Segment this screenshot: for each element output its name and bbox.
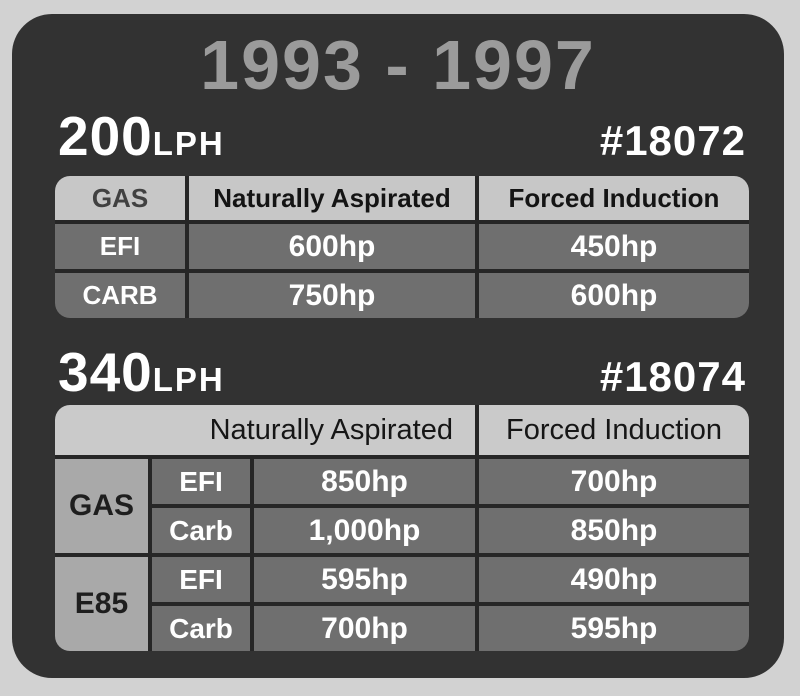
value-e85-carb-na: 700hp [254,606,475,651]
model-number-340: 340 [58,341,153,403]
col-header-naturally-aspirated-340: Naturally Aspirated [55,405,475,455]
col-header-naturally-aspirated: Naturally Aspirated [189,176,475,220]
value-efi-na: 600hp [189,224,475,269]
row-label-carb: CARB [55,273,185,318]
value-efi-fi: 450hp [479,224,749,269]
model-number-200: 200 [58,105,153,167]
value-carb-fi: 600hp [479,273,749,318]
value-gas-carb-na: 1,000hp [254,508,475,553]
spec-table-340: Naturally Aspirated Forced Induction GAS… [55,405,749,651]
model-340: 340LPH [58,340,225,404]
value-gas-carb-fi: 850hp [479,508,749,553]
sub-label-e85-carb: Carb [152,606,250,651]
part-number-18072: #18072 [599,117,746,164]
spec-table-200: GAS Naturally Aspirated Forced Induction… [55,176,749,318]
sub-label-gas-carb: Carb [152,508,250,553]
value-e85-efi-na: 595hp [254,557,475,602]
group-label-e85: E85 [55,557,148,651]
row-label-efi: EFI [55,224,185,269]
col-header-forced-induction-340: Forced Induction [479,405,749,455]
value-gas-efi-na: 850hp [254,459,475,504]
pump-section-200-header: 200LPH #18072 [58,104,746,168]
col-header-forced-induction: Forced Induction [479,176,749,220]
value-e85-efi-fi: 490hp [479,557,749,602]
model-unit-200: LPH [152,125,225,162]
sub-label-gas-efi: EFI [152,459,250,504]
value-carb-na: 750hp [189,273,475,318]
value-e85-carb-fi: 595hp [479,606,749,651]
pump-section-340-header: 340LPH #18074 [58,340,746,404]
sub-label-e85-efi: EFI [152,557,250,602]
col-header-gas: GAS [55,176,185,220]
group-label-gas: GAS [55,459,148,553]
part-number-18074: #18074 [599,353,746,400]
spec-card: 1993 - 1997 200LPH #18072 GAS Naturally … [12,14,784,678]
year-range-title: 1993 - 1997 [200,26,596,104]
model-200: 200LPH [58,104,225,168]
model-unit-340: LPH [152,361,225,398]
value-gas-efi-fi: 700hp [479,459,749,504]
